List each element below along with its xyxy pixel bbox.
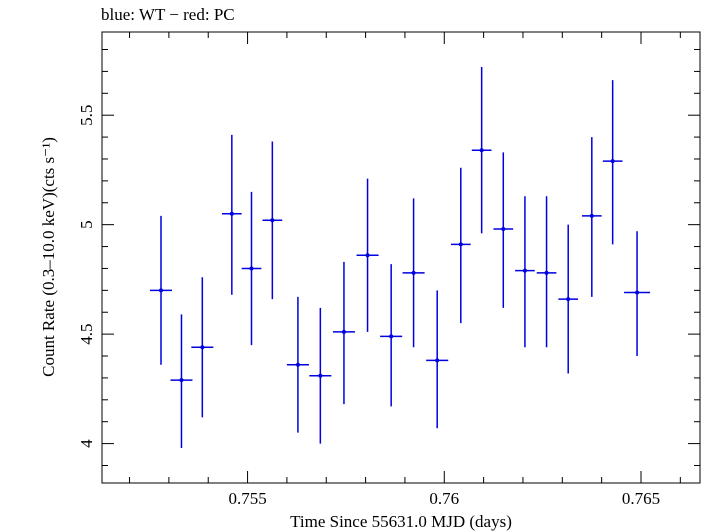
point-marker — [566, 297, 571, 302]
data-point — [493, 152, 514, 308]
data-point — [602, 80, 623, 245]
x-axis-label: Time Since 55631.0 MJD (days) — [290, 512, 512, 531]
data-point — [356, 178, 379, 332]
point-marker — [249, 266, 254, 271]
point-marker — [501, 227, 506, 232]
point-marker — [365, 253, 370, 258]
data-points — [149, 67, 651, 448]
data-point — [450, 167, 471, 324]
point-marker — [411, 270, 416, 275]
data-point — [286, 296, 309, 433]
point-marker — [435, 358, 440, 363]
chart-title: blue: WT − red: PC — [101, 5, 235, 24]
data-point — [471, 67, 492, 234]
point-marker — [544, 270, 549, 275]
data-point — [221, 134, 242, 295]
point-marker — [610, 159, 615, 164]
data-point — [170, 314, 193, 448]
data-point — [402, 198, 425, 348]
y-axis-label: Count Rate (0.3–10.0 keV)(cts s⁻¹) — [39, 137, 58, 377]
data-point — [309, 307, 332, 444]
point-marker — [458, 242, 463, 247]
y-tick-label: 4 — [77, 439, 96, 448]
x-tick-label: 0.755 — [228, 489, 266, 508]
point-marker — [522, 268, 527, 273]
data-point — [581, 137, 602, 297]
plot-frame — [101, 31, 701, 484]
point-marker — [389, 334, 394, 339]
data-point — [191, 277, 214, 418]
point-marker — [270, 218, 275, 223]
data-point — [558, 224, 579, 374]
data-point — [515, 196, 535, 348]
y-axis-ticks: 4 4.5 5 5.5 — [77, 49, 700, 466]
data-point — [380, 264, 403, 407]
point-marker — [179, 378, 184, 383]
point-marker — [229, 211, 234, 216]
data-point — [332, 261, 355, 405]
data-point — [624, 231, 651, 357]
data-point — [426, 290, 449, 429]
y-tick-label: 4.5 — [77, 324, 96, 345]
y-tick-label: 5.5 — [77, 105, 96, 126]
data-point — [149, 215, 173, 365]
point-marker — [589, 213, 594, 218]
point-marker — [341, 329, 346, 334]
x-axis-ticks: 0.755 0.76 0.765 — [129, 32, 681, 508]
point-marker — [295, 362, 300, 367]
point-marker — [479, 148, 484, 153]
point-marker — [159, 288, 164, 293]
point-marker — [318, 373, 323, 378]
data-point — [536, 196, 557, 348]
point-marker — [635, 290, 640, 295]
x-tick-label: 0.765 — [622, 489, 660, 508]
point-marker — [200, 345, 205, 350]
x-tick-label: 0.76 — [429, 489, 459, 508]
y-tick-label: 5 — [77, 220, 96, 229]
data-point — [241, 191, 262, 346]
data-point — [262, 141, 283, 300]
